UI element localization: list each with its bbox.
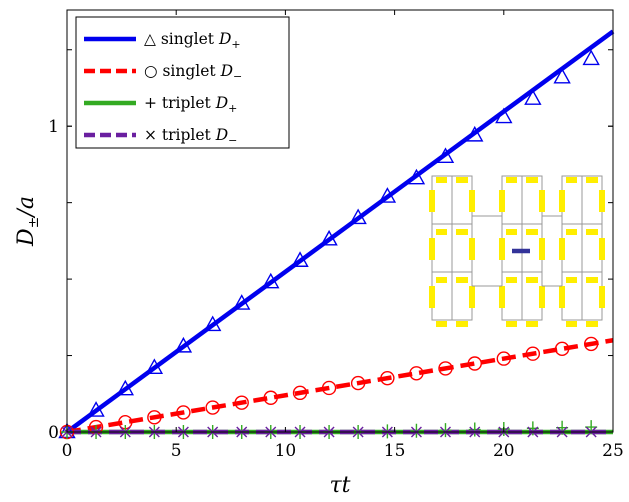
marker-circle (350, 375, 366, 391)
marker-triangle (436, 147, 455, 163)
x-axis-label: τt (329, 473, 350, 498)
marker-circle (496, 351, 511, 366)
marker-triangle (291, 251, 309, 267)
svg-text:D±/a: D±/a (14, 196, 42, 247)
marker-circle (147, 410, 162, 425)
y-axis-label-sub: ± (26, 217, 42, 229)
x-tick-label: 0 (62, 441, 73, 461)
y-axis-label-rest: /a (14, 196, 39, 219)
x-tick-label: 20 (493, 441, 515, 461)
axis-ticks: 0 5 10 15 20 25 0 1 (48, 10, 624, 461)
marker-triangle (233, 294, 251, 310)
marker-plus (468, 422, 481, 437)
lattice-inset (429, 175, 605, 327)
marker-circle (525, 346, 541, 361)
y-axis-label-var: D (14, 228, 39, 247)
marker-triangle (174, 336, 193, 353)
marker-plus (410, 423, 423, 438)
marker-circle (205, 400, 220, 415)
marker-triangle (320, 229, 338, 246)
y-axis-label: D±/a (14, 196, 42, 247)
marker-circle (554, 341, 570, 357)
marker-circle (467, 356, 482, 371)
marker-plus (439, 423, 452, 438)
x-tick-label: 5 (171, 441, 182, 461)
marker-triangle (116, 379, 135, 396)
marker-circle (380, 370, 395, 386)
x-tick-label: 15 (384, 441, 406, 461)
y-tick-label: 1 (48, 117, 59, 137)
marker-triangle (495, 107, 513, 124)
legend-label: + triplet D+ (144, 94, 237, 115)
marker-triangle (349, 208, 367, 225)
marker-triangle (87, 401, 105, 417)
marker-circle (321, 380, 337, 396)
marker-circle (234, 395, 249, 410)
legend-label: ○ singlet D− (144, 62, 242, 83)
marker-triangle (466, 125, 484, 142)
marker-triangle (407, 168, 426, 185)
marker-triangle (145, 358, 164, 374)
marker-circle (292, 385, 308, 401)
marker-triangle (524, 89, 542, 105)
y-tick-label: 0 (48, 423, 59, 443)
legend-label: △ singlet D+ (144, 30, 241, 51)
legend: △ singlet D+ ○ singlet D− + triplet D+ × tr… (75, 16, 290, 149)
marker-triangle (582, 49, 600, 66)
marker-circle (438, 361, 453, 376)
marker-triangle (262, 272, 280, 289)
marker-triangle (378, 187, 397, 203)
x-tick-label: 10 (275, 441, 297, 461)
marker-circle (409, 366, 424, 381)
axes-box (66, 9, 614, 433)
marker-triangle (203, 315, 222, 332)
x-tick-label: 25 (602, 441, 624, 461)
marker-circle (176, 405, 191, 420)
marker-circle (583, 336, 599, 352)
series-line-1 (66, 338, 614, 435)
marker-triangle (553, 67, 571, 84)
marker-circle (263, 390, 278, 405)
legend-label: × triplet D− (144, 126, 237, 147)
